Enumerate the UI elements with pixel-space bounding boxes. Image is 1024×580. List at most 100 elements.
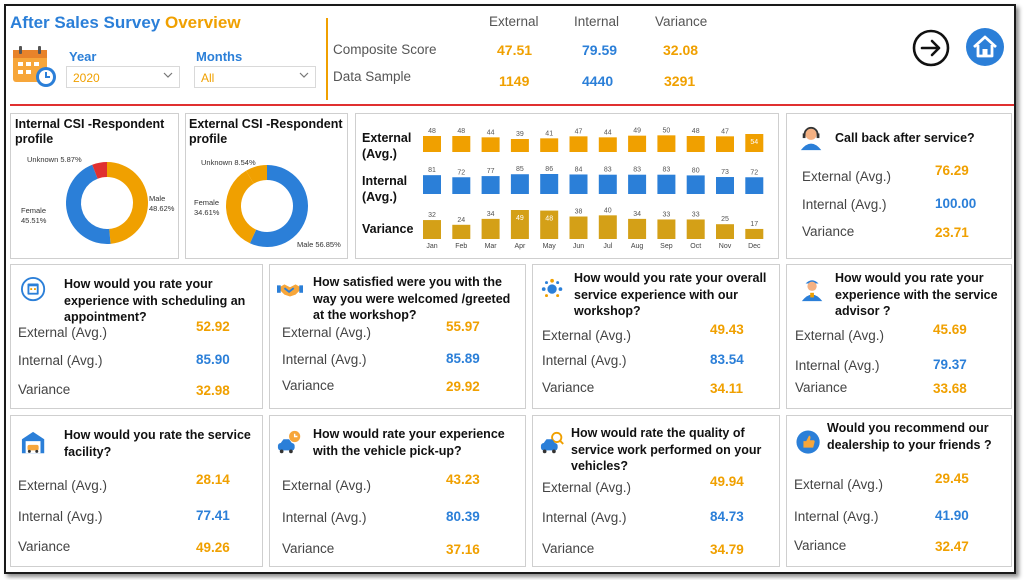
bar-variance-apr [510,210,529,239]
bar-variance-dec [745,228,764,239]
garage-icon [21,431,45,454]
bar-value-label: 80 [692,167,700,174]
bar-variance-jan [423,220,441,239]
external-profile-title: External CSI -Respondent profile [189,117,343,146]
calendar-icon [13,46,56,87]
question-text: Would you recommend our dealership to yo… [827,421,992,452]
bar-value-label: 17 [750,221,758,228]
question-card: How would you rate the service facility?… [10,415,263,567]
variance-value: 34.11 [710,381,744,396]
bar-external-avg--jun [569,136,588,152]
bar-value-label: 48 [428,128,436,135]
external-profile-card: External CSI -Respondent profile Unknown… [185,113,348,259]
question-text: How satisfied were you with the way you … [313,275,511,322]
internal-avg-label: Internal (Avg.) [794,509,879,524]
question-text: How would you rate your experience with … [835,271,998,318]
sample-variance: 3291 [664,73,696,89]
external-avg-value: 49.94 [710,474,744,489]
variance-label: Variance [802,224,855,239]
bar-value-label: 38 [575,209,583,216]
month-tick-label: Jun [573,243,584,250]
external-avg-label: External (Avg.) [542,480,632,495]
bar-value-label: 81 [428,167,436,174]
composite-score-label: Composite Score [333,42,437,57]
sample-internal: 4440 [582,73,614,89]
sample-external: 1149 [499,73,530,89]
variance-label: Variance [282,378,335,393]
bar-value-label: 48 [457,128,465,135]
bar-variance-aug [628,218,647,239]
bar-value-label: 39 [516,131,524,138]
trend-label-external: External (Avg.) [362,131,412,161]
bar-external-avg--feb [452,136,471,152]
variance-value: 32.98 [196,383,230,398]
bar-value-label: 33 [692,211,700,218]
internal-avg-value: 84.73 [710,509,744,524]
bar-variance-nov [716,224,734,239]
month-tick-label: Jan [426,243,437,250]
external-avg-label: External (Avg.) [794,477,884,492]
pie-slice-unknown [246,165,267,184]
bar-value-label: 32 [428,212,436,219]
variance-value: 29.92 [446,379,480,394]
external-avg-label: External (Avg.) [542,328,632,343]
data-sample-label: Data Sample [333,69,412,84]
bar-value-label: 34 [487,211,495,218]
variance-value: 37.16 [446,542,480,557]
internal-avg-label: Internal (Avg.) [802,197,887,212]
question-text: How would you rate your experience with … [64,277,246,324]
call-center-agent-icon [800,126,822,151]
question-card: How satisfied were you with the way you … [269,264,526,409]
internal-avg-value: 41.90 [935,508,969,523]
internal-profile-card: Internal CSI -Respondent profile Unknown… [10,113,179,259]
bar-internal-avg--dec [745,177,764,194]
question-card: How would you rate your experience with … [786,264,1012,409]
bar-value-label: 50 [663,127,671,134]
question-text: How would rate the quality of service wo… [571,426,762,473]
bar-value-label: 85 [516,166,524,173]
bar-internal-avg--sep [657,174,676,194]
months-slicer[interactable]: All [194,66,316,88]
composite-internal: 79.59 [582,42,618,58]
variance-value: 23.71 [935,225,969,240]
chevron-down-icon [299,72,309,78]
external-avg-label: External (Avg.) [18,325,108,340]
internal-avg-value: 80.39 [446,509,480,524]
internal-avg-value: 100.00 [935,196,977,211]
internal-avg-value: 83.54 [710,352,744,367]
thumbs-up-icon [796,430,820,454]
variance-label: Variance [18,539,71,554]
question-text: Call back after service? [835,131,975,145]
year-slicer[interactable]: 2020 [66,66,180,88]
bar-value-label: 48 [545,216,553,223]
bar-value-label: 47 [575,128,583,135]
pie-slice-male [249,165,308,247]
home-icon[interactable] [965,27,1005,67]
bar-value-label: 49 [516,215,524,222]
bar-internal-avg--may [540,174,559,194]
bar-internal-avg--jan [423,175,441,194]
variance-value: 33.68 [933,381,967,396]
bar-value-label: 24 [457,217,465,224]
bar-value-label: 72 [750,169,758,176]
external-avg-value: 76.29 [935,163,969,178]
arrow-right-circle-icon[interactable] [912,29,950,67]
bar-value-label: 77 [487,168,495,175]
month-tick-label: Sep [660,243,673,250]
col-variance: Variance [655,14,708,29]
composite-variance: 32.08 [663,42,699,58]
bar-value-label: 83 [604,167,612,174]
bar-external-avg--jan [423,136,441,152]
external-avg-value: 55.97 [446,319,480,334]
year-value: 2020 [73,71,100,85]
bar-variance-mar [481,218,500,239]
pie-label-female: Female 45.51% [21,206,47,225]
bar-value-label: 49 [633,128,641,135]
bar-value-label: 44 [487,129,495,136]
bar-internal-avg--feb [452,177,471,194]
chevron-down-icon [163,72,173,78]
question-card: How would rate the quality of service wo… [532,415,780,567]
internal-avg-value: 79.37 [933,357,967,372]
external-avg-value: 29.45 [935,471,969,486]
bar-value-label: 40 [604,207,612,214]
